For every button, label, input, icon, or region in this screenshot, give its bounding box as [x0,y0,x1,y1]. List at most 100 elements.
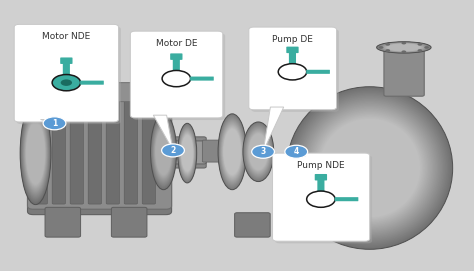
Ellipse shape [246,128,271,176]
Ellipse shape [287,87,452,249]
Ellipse shape [179,128,195,178]
Ellipse shape [178,124,196,182]
FancyBboxPatch shape [133,33,225,120]
FancyBboxPatch shape [289,51,296,66]
Ellipse shape [152,117,175,186]
Polygon shape [153,115,173,150]
Ellipse shape [155,126,173,177]
Ellipse shape [181,132,194,175]
Ellipse shape [244,124,273,179]
Circle shape [307,191,335,207]
Ellipse shape [181,133,194,174]
Ellipse shape [181,134,193,172]
Ellipse shape [26,120,46,186]
FancyBboxPatch shape [60,57,73,64]
Ellipse shape [384,43,424,51]
Ellipse shape [247,131,269,173]
Ellipse shape [314,113,426,223]
Text: Motor DE: Motor DE [156,39,197,48]
Ellipse shape [26,121,45,185]
FancyBboxPatch shape [235,213,270,237]
Ellipse shape [387,44,421,51]
Ellipse shape [247,129,270,174]
Ellipse shape [290,89,450,247]
Ellipse shape [245,125,272,179]
Ellipse shape [24,115,47,192]
FancyBboxPatch shape [70,98,83,204]
Ellipse shape [222,125,242,178]
Ellipse shape [377,42,430,53]
Ellipse shape [155,127,172,176]
Ellipse shape [180,129,195,177]
Ellipse shape [219,118,245,186]
Ellipse shape [247,130,269,173]
Circle shape [285,145,308,158]
Ellipse shape [179,128,195,179]
Ellipse shape [179,128,195,178]
Ellipse shape [293,93,446,243]
Ellipse shape [246,129,270,175]
Circle shape [252,145,274,158]
Polygon shape [263,107,283,152]
Ellipse shape [218,114,246,189]
Ellipse shape [219,117,246,187]
Ellipse shape [179,127,195,179]
Ellipse shape [379,42,428,53]
Ellipse shape [245,125,272,178]
Ellipse shape [219,115,246,188]
Ellipse shape [305,105,434,231]
Ellipse shape [379,42,428,53]
Ellipse shape [23,110,48,196]
Ellipse shape [244,123,273,180]
Ellipse shape [179,126,196,180]
Ellipse shape [21,105,50,201]
Ellipse shape [23,111,48,196]
Ellipse shape [152,118,175,186]
Ellipse shape [219,117,245,186]
Ellipse shape [26,119,46,187]
Ellipse shape [248,131,269,172]
Ellipse shape [154,122,173,181]
Ellipse shape [152,117,175,187]
Ellipse shape [294,94,446,242]
Ellipse shape [178,125,196,181]
Ellipse shape [180,129,195,177]
Text: Motor NDE: Motor NDE [42,32,91,41]
Ellipse shape [383,43,424,52]
Ellipse shape [300,100,439,236]
Ellipse shape [24,113,47,193]
Ellipse shape [317,116,423,220]
Ellipse shape [26,120,46,186]
Circle shape [385,43,390,46]
Ellipse shape [178,125,196,181]
Ellipse shape [22,109,49,197]
Ellipse shape [384,43,423,51]
Ellipse shape [249,133,268,170]
FancyBboxPatch shape [249,27,337,110]
Ellipse shape [151,115,176,189]
Ellipse shape [245,126,272,177]
Ellipse shape [222,124,243,180]
Ellipse shape [298,98,442,238]
Ellipse shape [380,43,428,52]
Ellipse shape [155,125,173,178]
Ellipse shape [248,131,269,172]
Ellipse shape [24,115,47,191]
Ellipse shape [179,128,195,178]
Ellipse shape [316,115,423,221]
Ellipse shape [25,118,46,188]
FancyBboxPatch shape [335,197,358,201]
Ellipse shape [180,131,194,175]
Polygon shape [292,152,306,156]
Ellipse shape [315,114,425,222]
Ellipse shape [387,44,421,51]
Ellipse shape [247,130,270,174]
Circle shape [278,64,307,80]
Ellipse shape [219,118,245,186]
FancyBboxPatch shape [52,98,65,204]
Ellipse shape [223,128,241,176]
Ellipse shape [302,102,437,234]
Ellipse shape [218,114,246,190]
Ellipse shape [223,128,241,176]
FancyBboxPatch shape [106,98,119,204]
